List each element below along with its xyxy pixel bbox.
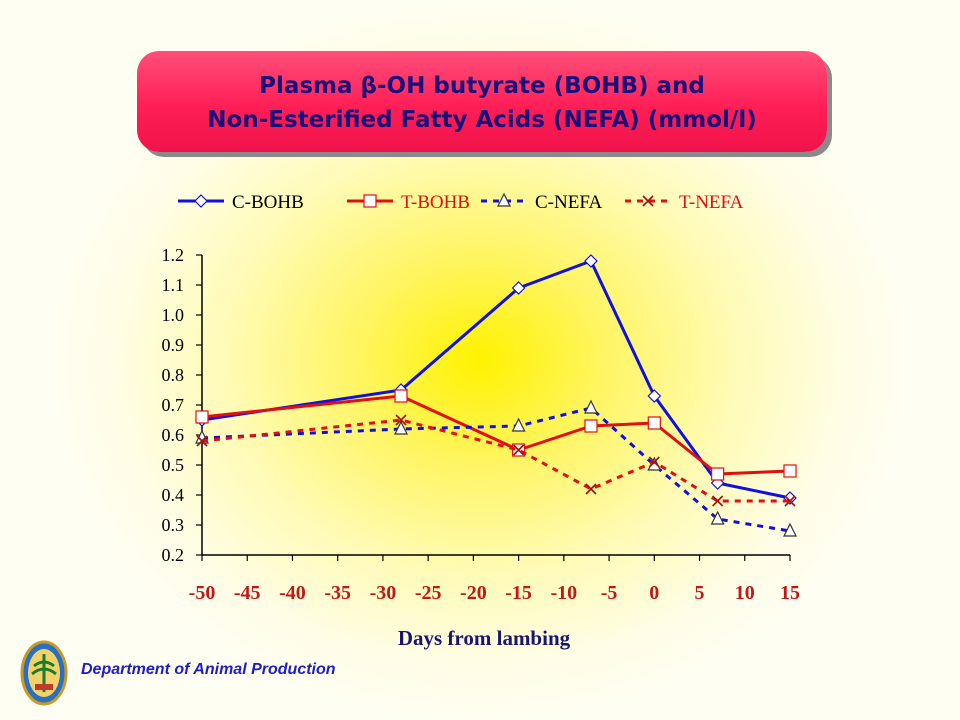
- legend-label: T-NEFA: [679, 192, 744, 213]
- data-point: [585, 483, 597, 495]
- y-tick-label: 0.6: [162, 425, 185, 445]
- title-banner: Plasma β-OH butyrate (BOHB) and Non-Este…: [137, 51, 827, 152]
- y-tick-label: 0.9: [162, 335, 185, 355]
- x-tick-label: -5: [601, 582, 618, 604]
- y-tick-label: 0.5: [162, 455, 185, 475]
- x-tick-label: -50: [189, 582, 216, 604]
- x-tick-label: 15: [780, 582, 800, 604]
- department-footer: Department of Animal Production: [81, 661, 336, 678]
- y-tick-label: 0.4: [162, 485, 185, 505]
- legend-marker: [194, 194, 208, 208]
- data-point: [511, 417, 526, 432]
- x-tick-label: -20: [460, 582, 487, 604]
- data-point: [712, 495, 724, 507]
- data-point: [513, 444, 525, 456]
- x-tick-label: -25: [415, 582, 442, 604]
- x-tick-label: -30: [370, 582, 397, 604]
- data-point: [395, 414, 407, 426]
- data-point: [647, 416, 661, 430]
- chart-series: [195, 254, 797, 537]
- data-point: [511, 281, 526, 295]
- x-tick-label: -45: [234, 582, 261, 604]
- data-point: [784, 495, 796, 507]
- data-point: [783, 522, 797, 537]
- y-tick-label: 0.2: [162, 545, 185, 565]
- y-tick-label: 0.3: [162, 515, 185, 535]
- y-tick-label: 0.7: [162, 395, 185, 415]
- x-tick-label: -40: [279, 582, 306, 604]
- series-line: [201, 406, 791, 533]
- data-point: [711, 467, 725, 481]
- legend-marker: [642, 195, 654, 207]
- data-point: [647, 389, 662, 403]
- series-t-nefa: [196, 414, 796, 507]
- y-tick-label: 1.2: [162, 245, 185, 265]
- legend-marker: [363, 194, 377, 208]
- y-tick-label: 0.8: [162, 365, 185, 385]
- x-axis-label: Days from lambing: [398, 626, 571, 650]
- data-point: [648, 456, 660, 468]
- data-point: [783, 464, 797, 478]
- legend-label: C-NEFA: [535, 192, 602, 213]
- legend-marker: [497, 192, 511, 207]
- university-logo: [20, 640, 68, 706]
- y-tick-label: 1.0: [162, 305, 185, 325]
- data-point: [710, 510, 725, 525]
- series-c-bohb: [195, 254, 797, 505]
- series-c-nefa: [195, 399, 797, 537]
- x-tick-label: -10: [551, 582, 578, 604]
- x-tick-label: 10: [735, 582, 755, 604]
- y-tick-label: 1.1: [162, 275, 185, 295]
- data-point: [394, 389, 408, 403]
- data-point: [584, 399, 598, 414]
- title-line-2: Non-Esterified Fatty Acids (NEFA) (mmol/…: [207, 107, 757, 133]
- x-tick-label: 5: [695, 582, 705, 604]
- x-tick-label: 0: [649, 582, 659, 604]
- axis-ticks: 1.21.11.00.90.80.70.60.50.40.30.2-50 -45-…: [162, 245, 801, 604]
- legend-label: T-BOHB: [401, 192, 470, 213]
- x-tick-label: -15: [505, 582, 532, 604]
- data-point: [584, 419, 598, 433]
- legend-label: C-BOHB: [232, 192, 304, 213]
- chart-axes: [201, 255, 790, 556]
- title-line-1: Plasma β-OH butyrate (BOHB) and: [259, 73, 705, 99]
- data-point: [196, 435, 208, 447]
- data-point: [584, 254, 598, 268]
- data-point: [195, 410, 209, 424]
- chart-legend: C-BOHB T-BOHB C-NEFA T-NEFA: [178, 192, 744, 213]
- x-tick-label: -35: [324, 582, 351, 604]
- data-point: [394, 420, 408, 435]
